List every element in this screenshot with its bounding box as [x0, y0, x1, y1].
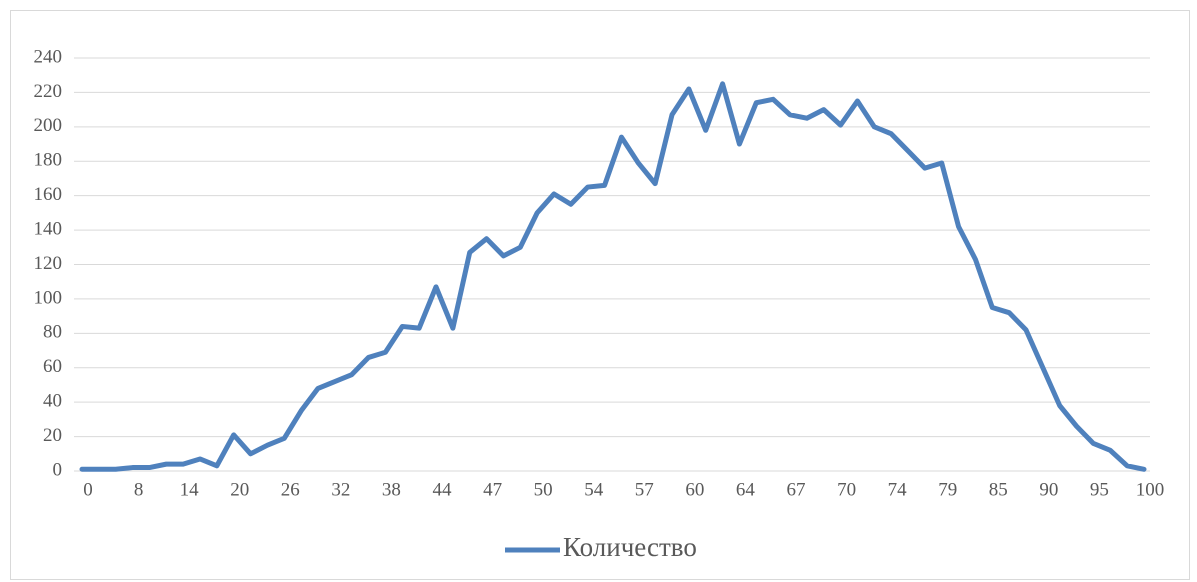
x-tick-label: 64 — [736, 479, 756, 500]
x-tick-label: 95 — [1090, 479, 1109, 500]
y-tick-label: 0 — [53, 459, 63, 480]
y-tick-label: 160 — [34, 184, 63, 205]
x-tick-label: 14 — [180, 479, 200, 500]
y-tick-label: 20 — [43, 425, 62, 446]
x-tick-label: 50 — [534, 479, 553, 500]
y-tick-label: 240 — [34, 46, 63, 67]
x-tick-label: 85 — [989, 479, 1008, 500]
x-tick-label: 47 — [483, 479, 502, 500]
x-tick-label: 67 — [787, 479, 806, 500]
x-tick-label: 70 — [837, 479, 856, 500]
x-tick-label: 32 — [331, 479, 350, 500]
data-line — [79, 81, 1147, 472]
y-tick-label: 100 — [34, 287, 63, 308]
y-tick-label: 180 — [34, 150, 63, 171]
chart-border — [10, 10, 1190, 580]
y-tick-label: 40 — [43, 391, 62, 412]
x-tick-label: 26 — [281, 479, 300, 500]
x-tick-label: 90 — [1039, 479, 1058, 500]
y-tick-label: 140 — [34, 218, 63, 239]
x-tick-label: 8 — [134, 479, 144, 500]
x-tick-label: 44 — [433, 479, 453, 500]
x-tick-label: 54 — [584, 479, 604, 500]
x-tick-label: 60 — [685, 479, 704, 500]
y-tick-label: 220 — [34, 81, 63, 102]
x-tick-label: 0 — [83, 479, 93, 500]
y-tick-label: 60 — [43, 356, 62, 377]
y-tick-label: 200 — [34, 115, 63, 136]
x-tick-label: 100 — [1136, 479, 1165, 500]
x-tick-label: 74 — [888, 479, 908, 500]
x-tick-label: 38 — [382, 479, 401, 500]
y-tick-label: 80 — [43, 322, 62, 343]
x-tick-label: 57 — [635, 479, 654, 500]
y-tick-label: 120 — [34, 253, 63, 274]
x-tick-label: 79 — [938, 479, 957, 500]
legend-text: Количество — [563, 532, 697, 562]
x-tick-label: 20 — [230, 479, 249, 500]
